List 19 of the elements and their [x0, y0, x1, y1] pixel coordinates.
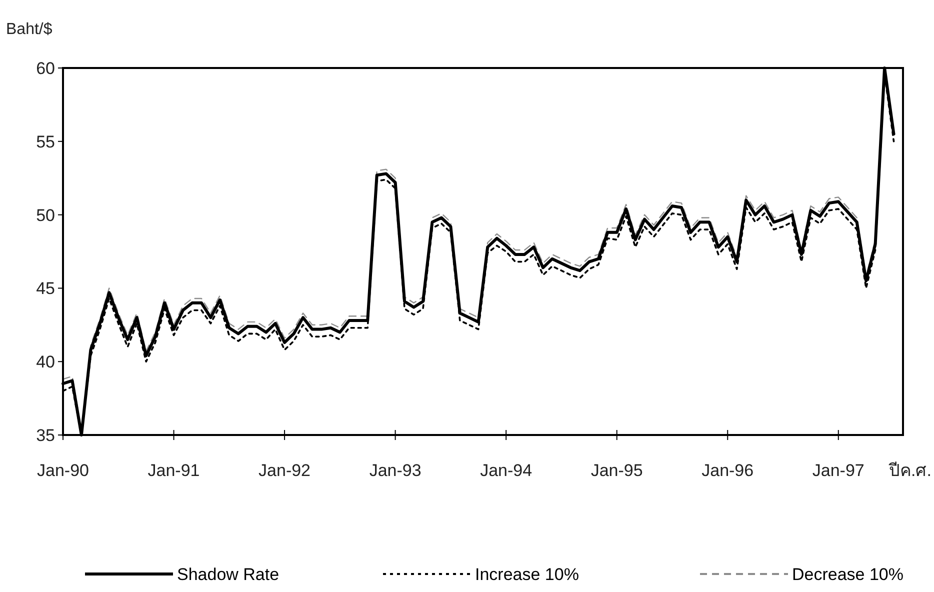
legend-label: Decrease 10% [792, 565, 904, 584]
y-tick-label: 60 [36, 59, 55, 78]
x-tick-label: Jan-93 [369, 461, 422, 480]
y-tick-label: 55 [36, 132, 55, 152]
y-tick-label: 45 [36, 279, 55, 298]
x-tick-label: Jan-96 [702, 461, 754, 480]
y-tick-label: 40 [36, 352, 55, 372]
y-tick-label: 50 [36, 206, 55, 225]
legend-label: Increase 10% [475, 565, 579, 584]
x-tick-label: Jan-94 [480, 461, 532, 480]
x-tick-label: Jan-90 [37, 461, 89, 480]
y-tick-label: 35 [36, 426, 55, 445]
x-axis-title: ปีค.ศ. [888, 461, 932, 480]
x-tick-label: Jan-95 [590, 461, 643, 480]
x-tick-label: Jan-97 [812, 461, 864, 480]
legend-label: Shadow Rate [177, 565, 280, 584]
x-tick-label: Jan-92 [258, 461, 311, 480]
y-axis-title: Baht/$ [6, 21, 52, 38]
x-tick-label: Jan-91 [148, 461, 200, 480]
